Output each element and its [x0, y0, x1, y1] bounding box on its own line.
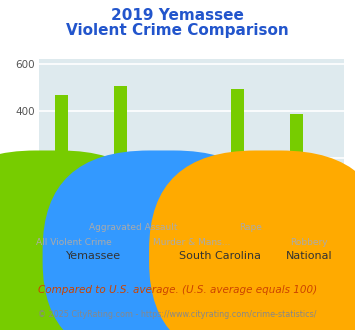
Text: Compared to U.S. average. (U.S. average equals 100): Compared to U.S. average. (U.S. average … — [38, 285, 317, 295]
Bar — [68, 172, 81, 205]
Bar — [55, 94, 68, 205]
Bar — [244, 178, 257, 205]
Text: South Carolina: South Carolina — [179, 251, 261, 261]
Text: Violent Crime Comparison: Violent Crime Comparison — [66, 23, 289, 38]
Text: Aggravated Assault: Aggravated Assault — [89, 223, 177, 232]
Bar — [198, 181, 211, 205]
Bar — [114, 86, 126, 205]
Text: National: National — [286, 251, 332, 261]
Bar — [126, 167, 140, 205]
Bar — [81, 181, 94, 205]
Bar — [303, 186, 316, 205]
Text: © 2025 CityRating.com - https://www.cityrating.com/crime-statistics/: © 2025 CityRating.com - https://www.city… — [38, 310, 317, 318]
Text: All Violent Crime: All Violent Crime — [37, 238, 112, 247]
Text: Murder & Mans...: Murder & Mans... — [153, 238, 230, 247]
Bar — [140, 181, 152, 205]
Bar — [231, 89, 244, 205]
Bar — [185, 162, 198, 205]
Text: Robbery: Robbery — [290, 238, 328, 247]
Text: 2019 Yemassee: 2019 Yemassee — [111, 8, 244, 23]
Text: Yemassee: Yemassee — [66, 251, 121, 261]
Bar — [257, 181, 270, 205]
Bar — [316, 181, 328, 205]
Bar — [290, 114, 303, 205]
Text: Rape: Rape — [239, 223, 262, 232]
